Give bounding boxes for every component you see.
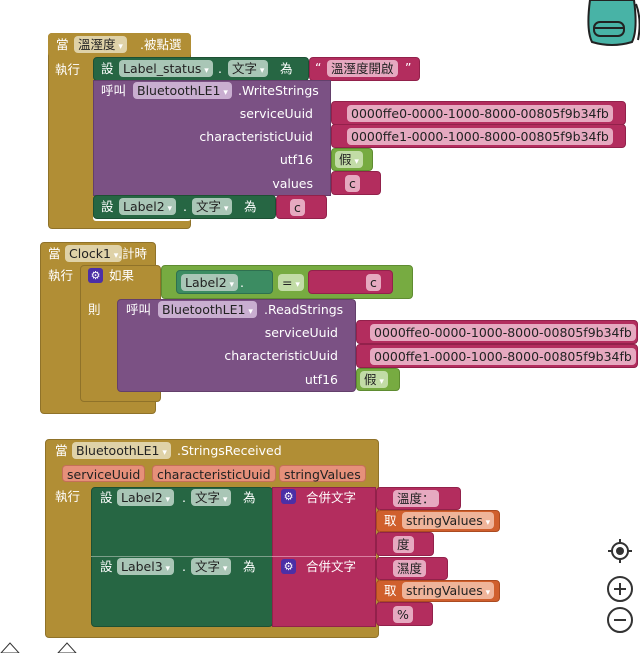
- text-field[interactable]: c: [290, 199, 305, 216]
- arg-label: serviceUuid: [264, 325, 338, 340]
- text-field[interactable]: 溫溼度開啟: [327, 60, 398, 77]
- text-field[interactable]: 0000ffe1-0000-1000-8000-00805f9b34fb: [370, 348, 636, 365]
- component-dropdown[interactable]: BluetoothLE1: [72, 442, 171, 459]
- component-dropdown[interactable]: Label2: [181, 274, 239, 291]
- boolean-dropdown[interactable]: 假: [335, 151, 363, 168]
- gear-icon[interactable]: ⚙: [281, 489, 296, 504]
- component-dropdown[interactable]: Label3: [117, 558, 175, 575]
- then-label: 則: [88, 302, 101, 317]
- event-name: .計時: [118, 246, 147, 261]
- method-name: .ReadStrings: [264, 302, 344, 317]
- when-label: 當: [48, 246, 61, 261]
- do-label: 執行: [48, 268, 74, 283]
- param-characteristic-uuid[interactable]: characteristicUuid: [152, 465, 276, 482]
- zoom-in-icon[interactable]: [606, 575, 634, 603]
- dot: .: [182, 490, 186, 505]
- dot: .: [183, 199, 187, 214]
- to-label: 為: [243, 559, 256, 574]
- arg-label: characteristicUuid: [224, 348, 338, 363]
- component-dropdown[interactable]: Clock1: [65, 245, 123, 262]
- property-dropdown[interactable]: 文字: [191, 558, 232, 575]
- divider: [272, 556, 376, 557]
- warning-icon[interactable]: [0, 641, 20, 653]
- set-label: 設: [100, 490, 113, 505]
- component-dropdown[interactable]: Label_status: [119, 60, 213, 77]
- arg-label: utf16: [304, 372, 338, 387]
- dot: .: [240, 275, 244, 290]
- if-label: 如果: [109, 268, 135, 283]
- set-label: 設: [101, 61, 114, 76]
- component-dropdown[interactable]: BluetoothLE1: [133, 82, 232, 99]
- divider: [91, 556, 273, 557]
- when-label: 當: [56, 37, 69, 52]
- do-label: 執行: [55, 62, 81, 77]
- gear-icon[interactable]: ⚙: [88, 268, 103, 283]
- dot: .: [182, 559, 186, 574]
- text-field[interactable]: 度: [393, 536, 414, 553]
- call-label: 呼叫: [101, 83, 127, 98]
- zoom-out-icon[interactable]: [606, 606, 634, 634]
- text-field[interactable]: 0000ffe0-0000-1000-8000-00805f9b34fb: [370, 324, 636, 341]
- error-icon[interactable]: [57, 641, 77, 653]
- text-field[interactable]: 溫度：: [393, 490, 439, 507]
- get-label: 取: [384, 583, 397, 598]
- text-field[interactable]: 濕度: [393, 560, 427, 577]
- to-label: 為: [244, 199, 257, 214]
- get-label: 取: [384, 513, 397, 528]
- to-label: 為: [280, 61, 293, 76]
- arg-label: characteristicUuid: [199, 129, 313, 144]
- backpack-icon[interactable]: [584, 0, 640, 48]
- do-label: 執行: [55, 489, 81, 504]
- text-field[interactable]: 0000ffe1-0000-1000-8000-00805f9b34fb: [347, 128, 613, 145]
- variable-dropdown[interactable]: stringValues: [402, 512, 495, 529]
- property-dropdown[interactable]: 文字: [191, 489, 232, 506]
- property-dropdown[interactable]: 文字: [228, 60, 269, 77]
- param-string-values[interactable]: stringValues: [279, 465, 366, 482]
- component-dropdown[interactable]: Label2: [117, 489, 175, 506]
- when-label: 當: [55, 443, 68, 458]
- quote: “: [315, 60, 322, 75]
- boolean-dropdown[interactable]: 假: [360, 371, 388, 388]
- component-dropdown[interactable]: 溫溼度: [74, 36, 127, 53]
- event-name: .被點選: [140, 37, 182, 52]
- param-service-uuid[interactable]: serviceUuid: [62, 465, 146, 482]
- text-field[interactable]: c: [345, 175, 360, 192]
- set-label: 設: [100, 559, 113, 574]
- text-field[interactable]: %: [393, 606, 413, 623]
- variable-dropdown[interactable]: stringValues: [402, 582, 495, 599]
- text-field[interactable]: 0000ffe0-0000-1000-8000-00805f9b34fb: [347, 105, 613, 122]
- gear-icon[interactable]: ⚙: [281, 559, 296, 574]
- property-dropdown[interactable]: 文字: [192, 198, 233, 215]
- operator-dropdown[interactable]: =: [278, 274, 304, 291]
- set-blocks[interactable]: [91, 487, 273, 627]
- method-name: .WriteStrings: [238, 83, 319, 98]
- join-label: 合併文字: [306, 559, 357, 574]
- join-label: 合併文字: [306, 490, 357, 505]
- component-dropdown[interactable]: BluetoothLE1: [158, 301, 257, 318]
- to-label: 為: [243, 490, 256, 505]
- quote: ”: [405, 60, 412, 75]
- join-blocks[interactable]: [272, 487, 376, 627]
- arg-label: utf16: [279, 152, 313, 167]
- arg-label: serviceUuid: [239, 106, 313, 121]
- event-name: .StringsReceived: [177, 443, 282, 458]
- dot: .: [218, 61, 222, 76]
- call-write-strings-block[interactable]: [93, 80, 331, 196]
- call-label: 呼叫: [126, 302, 152, 317]
- component-dropdown[interactable]: Label2: [119, 198, 177, 215]
- text-field[interactable]: c: [366, 274, 381, 291]
- arg-label: values: [272, 176, 313, 191]
- set-label: 設: [101, 199, 114, 214]
- recenter-icon[interactable]: [606, 537, 634, 565]
